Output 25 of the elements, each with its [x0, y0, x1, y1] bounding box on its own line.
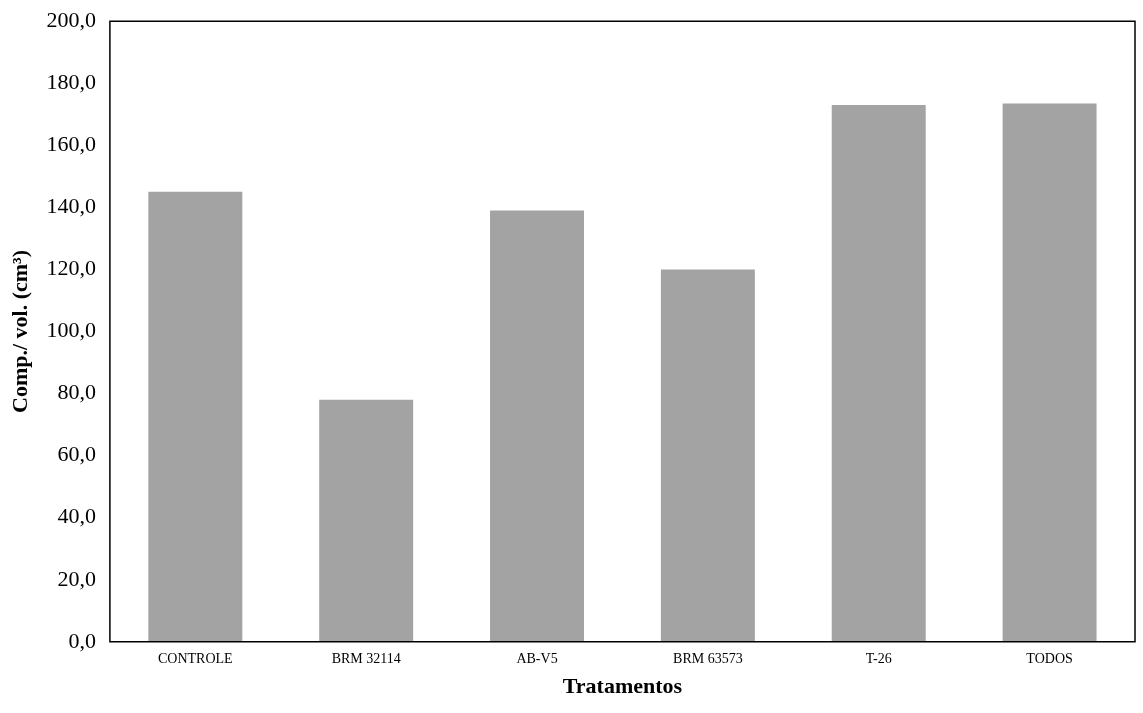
y-axis-title: Comp./ vol. (cm³): [6, 249, 32, 414]
x-tick-label: AB-V5: [516, 650, 558, 666]
x-tick-label: TODOS: [1026, 650, 1073, 666]
y-tick-label: 140,0: [46, 193, 96, 219]
bar: [319, 399, 414, 642]
y-tick-label: 200,0: [46, 6, 96, 32]
x-axis-title: Tratamentos: [562, 673, 683, 699]
y-tick-label: 160,0: [46, 131, 96, 157]
y-tick-label: 0,0: [68, 627, 96, 653]
bar: [490, 210, 585, 642]
bar: [660, 269, 755, 642]
x-tick-label: BRM 63573: [673, 650, 743, 666]
bar: [1002, 103, 1097, 642]
x-tick-label: CONTROLE: [157, 650, 233, 666]
x-tick-label: BRM 32114: [331, 650, 401, 666]
y-tick-label: 180,0: [46, 69, 96, 95]
bar: [831, 104, 926, 642]
y-tick-label: 100,0: [46, 317, 96, 343]
y-tick-label: 120,0: [46, 255, 96, 281]
bar: [148, 191, 243, 642]
y-tick-label: 60,0: [57, 441, 96, 467]
y-tick-label: 40,0: [57, 503, 96, 529]
y-tick-label: 20,0: [57, 565, 96, 591]
x-tick-label: T-26: [865, 650, 892, 666]
y-tick-label: 80,0: [57, 379, 96, 405]
